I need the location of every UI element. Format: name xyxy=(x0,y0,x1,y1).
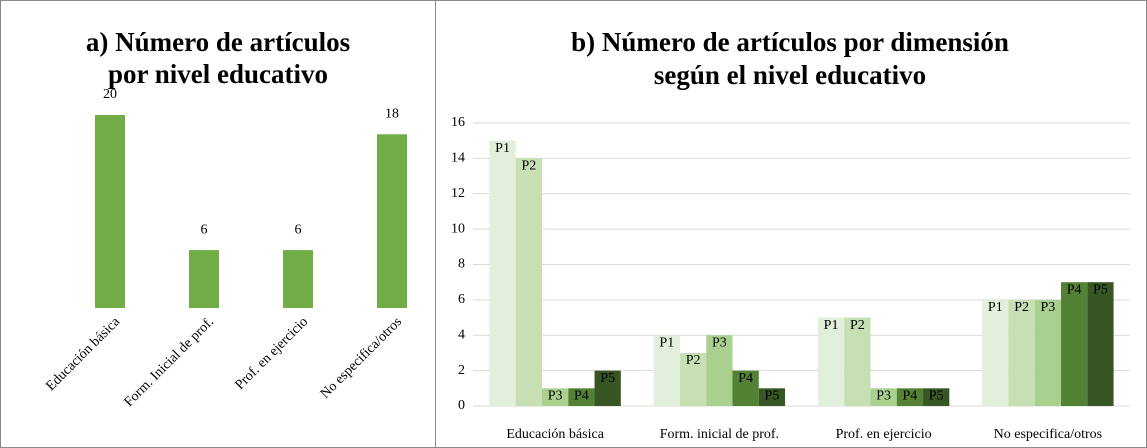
y-tick-label: 8 xyxy=(458,257,465,272)
data-label: P5 xyxy=(929,389,944,404)
data-label: 20 xyxy=(103,87,117,102)
bar xyxy=(870,388,897,406)
data-label: 6 xyxy=(201,222,208,237)
data-label: P4 xyxy=(574,389,589,404)
data-label: P5 xyxy=(1093,282,1108,297)
data-label: P2 xyxy=(521,159,536,174)
bar xyxy=(706,335,733,406)
bar xyxy=(758,388,786,406)
bar xyxy=(377,134,407,308)
y-tick-label: 16 xyxy=(451,115,465,130)
chart-title: por nivel educativo xyxy=(108,59,328,89)
bar xyxy=(95,115,125,308)
bar xyxy=(1061,282,1088,406)
data-label: 18 xyxy=(385,107,399,122)
bar xyxy=(568,388,595,406)
bar xyxy=(489,140,516,406)
bar xyxy=(653,335,680,406)
bar xyxy=(817,317,845,406)
data-label: P2 xyxy=(1014,300,1029,315)
y-tick-label: 4 xyxy=(458,327,465,342)
data-label: 6 xyxy=(295,222,302,237)
data-label: P3 xyxy=(1040,300,1055,315)
data-label: P1 xyxy=(659,335,674,350)
bar xyxy=(1034,299,1062,406)
bar xyxy=(923,388,950,406)
x-tick-label: Form. inicial de prof. xyxy=(660,427,779,442)
data-label: P4 xyxy=(903,389,918,404)
data-label: P5 xyxy=(600,371,615,386)
bar xyxy=(594,370,621,406)
data-label: P5 xyxy=(765,389,780,404)
y-tick-label: 6 xyxy=(458,292,465,307)
y-tick-label: 10 xyxy=(451,221,465,236)
chart-title: a) Número de artículos xyxy=(86,27,350,57)
data-label: P1 xyxy=(988,300,1003,315)
data-label: P2 xyxy=(850,318,865,333)
y-tick-label: 2 xyxy=(458,363,465,378)
chart-title: según el nivel educativo xyxy=(654,60,926,90)
data-label: P3 xyxy=(876,389,891,404)
data-label: P2 xyxy=(686,353,701,368)
bar xyxy=(844,317,871,406)
x-tick-label: No especifica/otros xyxy=(994,427,1102,442)
bar xyxy=(732,370,759,406)
bar xyxy=(1008,299,1035,406)
bar xyxy=(896,388,924,406)
x-tick-label: Form. Inicial de prof. xyxy=(122,314,218,410)
x-tick-label: Prof. en ejercicio xyxy=(836,427,932,442)
bar xyxy=(283,250,313,308)
data-label: P3 xyxy=(712,335,727,350)
y-tick-label: 0 xyxy=(458,398,465,413)
bar xyxy=(982,299,1009,406)
bar xyxy=(189,250,219,308)
x-tick-label: Educación básica xyxy=(44,314,124,394)
bar xyxy=(541,388,569,406)
data-label: P1 xyxy=(824,318,839,333)
y-tick-label: 14 xyxy=(451,151,465,166)
bar xyxy=(1087,282,1114,406)
x-tick-label: Educación básica xyxy=(506,427,604,442)
y-tick-label: 12 xyxy=(451,186,465,201)
x-tick-label: No especifica/otros xyxy=(318,314,405,401)
bar xyxy=(679,352,707,406)
data-label: P1 xyxy=(495,141,510,156)
data-label: P4 xyxy=(738,371,753,386)
data-label: P3 xyxy=(548,389,563,404)
x-tick-label: Prof. en ejercicio xyxy=(233,314,311,392)
bar xyxy=(515,158,542,406)
chart-title: b) Número de artículos por dimensión xyxy=(571,27,1009,57)
data-label: P4 xyxy=(1067,282,1082,297)
